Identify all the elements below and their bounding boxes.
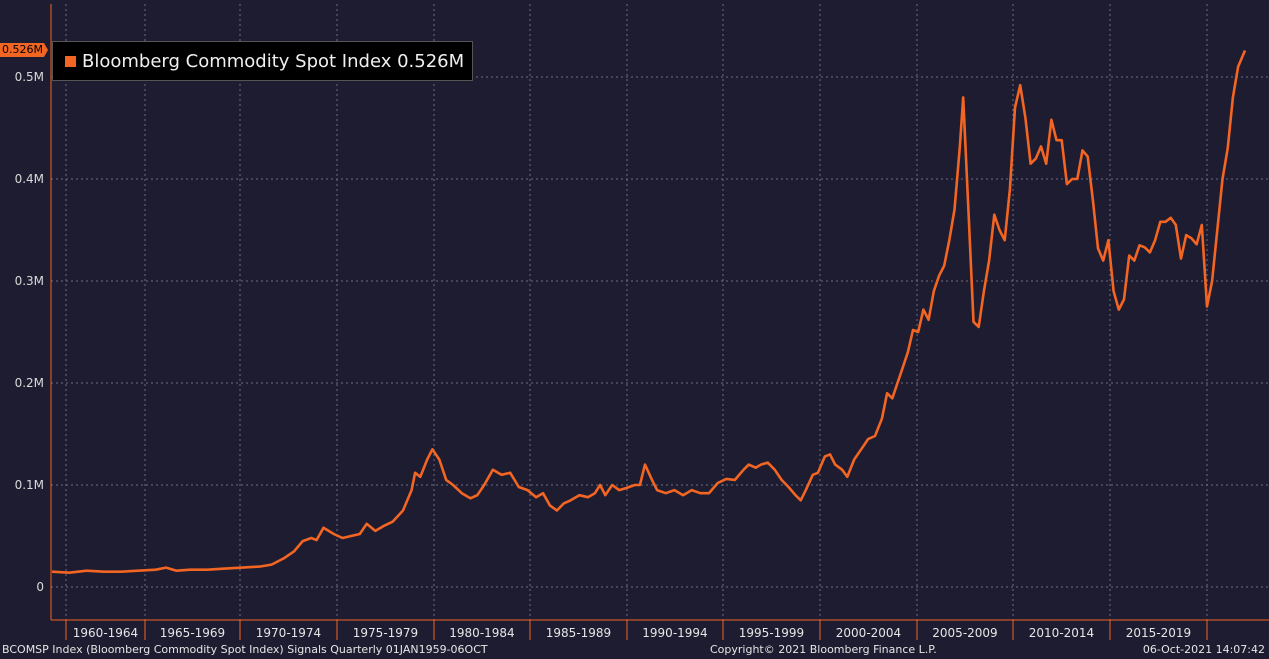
legend-swatch [65, 55, 76, 67]
x-tick-label: 1995-1999 [739, 626, 804, 640]
x-tick-label: 1985-1989 [546, 626, 611, 640]
x-tick-label: 1980-1984 [449, 626, 514, 640]
y-tick-label: 0.5M [15, 70, 44, 84]
x-tick-label: 2005-2009 [932, 626, 997, 640]
x-tick-label: 1990-1994 [642, 626, 707, 640]
last-value-tag: 0.526M [2, 43, 43, 56]
x-tick-label: 1965-1969 [160, 626, 225, 640]
x-tick-label: 2010-2014 [1029, 626, 1094, 640]
y-tick-labels: 0 0.1M 0.2M 0.3M 0.4M 0.5M [15, 70, 44, 594]
x-tick-label: 2000-2004 [836, 626, 901, 640]
x-tick-label: 1970-1974 [256, 626, 321, 640]
y-tick-label: 0.2M [15, 376, 44, 390]
footer-security-info: BCOMSP Index (Bloomberg Commodity Spot I… [2, 643, 488, 656]
x-tick-label: 1975-1979 [353, 626, 418, 640]
footer-copyright: Copyright© 2021 Bloomberg Finance L.P. [710, 643, 937, 656]
legend[interactable]: Bloomberg Commodity Spot Index 0.526M [52, 41, 473, 81]
x-tick-labels: 1960-1964 1965-1969 1970-1974 1975-1979 1980… [73, 626, 1191, 640]
y-tick-label: 0 [36, 580, 44, 594]
x-gridlines [65, 4, 1208, 640]
legend-label: Bloomberg Commodity Spot Index 0.526M [82, 50, 465, 72]
footer-timestamp: 06-Oct-2021 14:07:42 [1142, 643, 1265, 656]
y-tick-label: 0.1M [15, 478, 44, 492]
x-tick-label: 1960-1964 [73, 626, 138, 640]
y-tick-label: 0.4M [15, 172, 44, 186]
last-value-tag-bg [0, 43, 48, 57]
y-tick-label: 0.3M [15, 274, 44, 288]
series-line [51, 49, 1247, 575]
x-tick-label: 2015-2019 [1126, 626, 1191, 640]
